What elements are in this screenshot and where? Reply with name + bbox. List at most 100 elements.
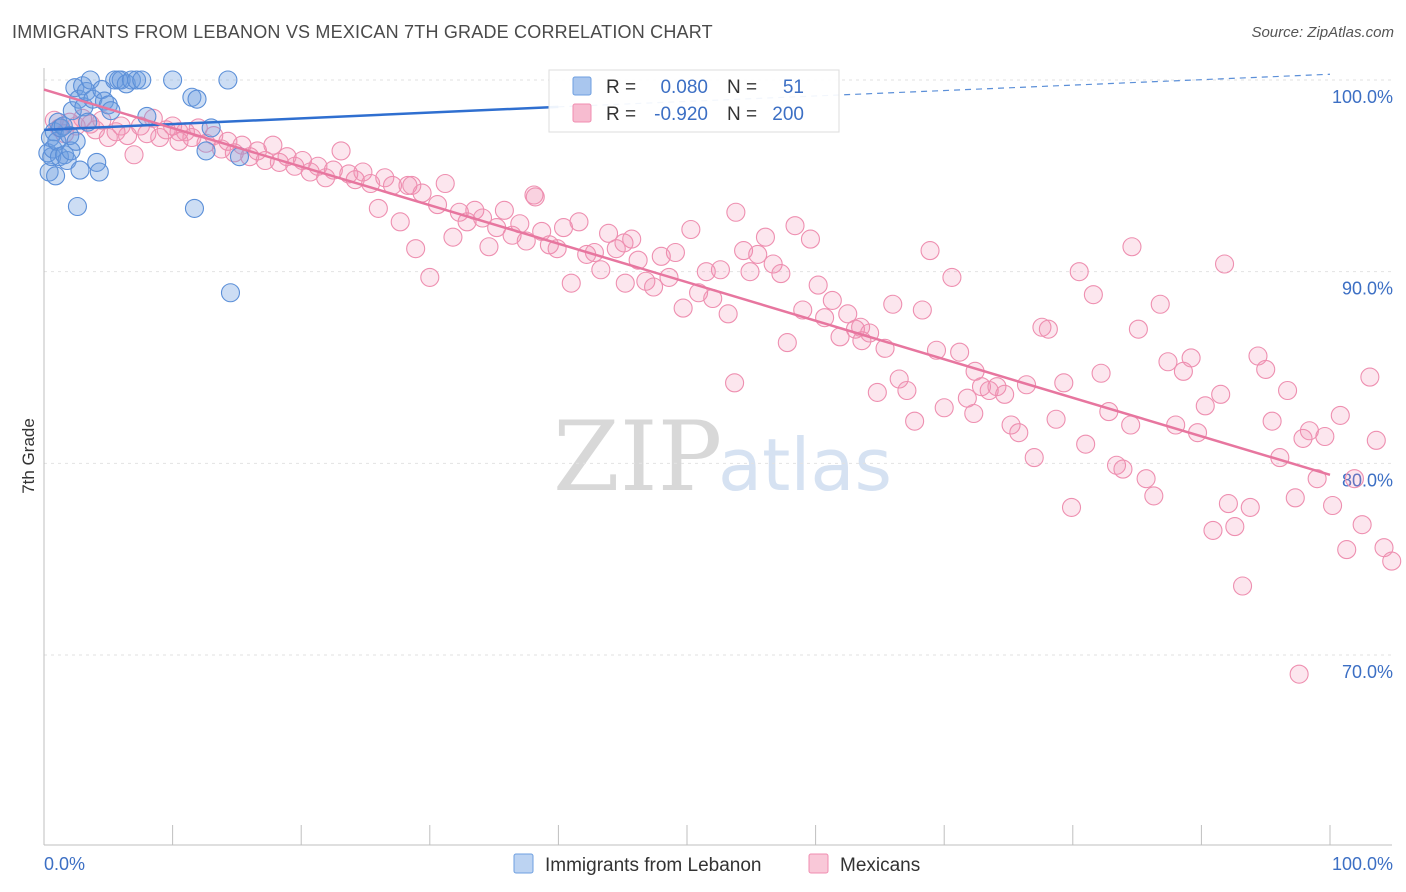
point-mexicans — [1218, 494, 1238, 514]
point-mexicans — [1121, 415, 1141, 435]
source-label: Source: ZipAtlas.com — [1251, 24, 1394, 41]
point-lebanon — [132, 70, 152, 90]
point-lebanon — [218, 70, 238, 90]
point-mexicans — [681, 219, 701, 240]
point-mexicans — [1046, 409, 1066, 429]
point-mexicans — [1323, 495, 1343, 516]
stats-r-value-lebanon: 0.080 — [660, 77, 708, 98]
point-mexicans — [1061, 497, 1082, 517]
point-lebanon — [67, 196, 87, 217]
point-mexicans — [1211, 384, 1231, 404]
x-tick-label-max: 100.0% — [1332, 854, 1393, 874]
point-mexicans — [1289, 664, 1309, 684]
point-mexicans — [1233, 576, 1253, 596]
point-mexicans — [1128, 319, 1148, 339]
series-mexicans — [44, 108, 1402, 684]
point-mexicans — [561, 273, 581, 293]
point-mexicans — [665, 242, 685, 263]
point-mexicans — [934, 398, 954, 418]
point-mexicans — [651, 246, 671, 266]
point-lebanon — [89, 162, 109, 182]
point-mexicans — [1001, 415, 1021, 435]
point-mexicans — [353, 162, 373, 182]
point-mexicans — [897, 380, 917, 401]
x-tick-label-min: 0.0% — [44, 854, 85, 874]
stats-r-label-lebanon: R = — [606, 77, 636, 98]
point-mexicans — [748, 244, 768, 264]
point-mexicans — [494, 200, 514, 220]
legend-label-mexicans: Mexicans — [840, 855, 920, 876]
point-mexicans — [1113, 459, 1133, 479]
point-lebanon — [187, 89, 207, 109]
point-mexicans — [1330, 405, 1350, 425]
point-mexicans — [1122, 237, 1142, 257]
point-mexicans — [800, 229, 821, 249]
stats-box-frame — [548, 69, 840, 133]
stats-r-label-mexicans: R = — [606, 104, 636, 125]
point-lebanon — [53, 116, 73, 136]
point-mexicans — [628, 250, 648, 270]
point-lebanon — [65, 78, 85, 98]
point-mexicans — [1091, 363, 1111, 383]
point-mexicans — [1083, 285, 1103, 305]
axes — [43, 68, 1392, 846]
point-mexicans — [1038, 319, 1058, 339]
point-mexicans — [569, 212, 589, 232]
point-mexicans — [420, 267, 440, 287]
point-mexicans — [599, 223, 619, 243]
y-tick-label-100: 100.0% — [1332, 87, 1393, 107]
chart-title: IMMIGRANTS FROM LEBANON VS MEXICAN 7TH G… — [12, 22, 713, 42]
point-mexicans — [696, 262, 716, 282]
point-mexicans — [920, 241, 940, 261]
point-mexicans — [406, 239, 426, 259]
point-mexicans — [1293, 428, 1313, 448]
y-tick-label-90: 90.0% — [1342, 279, 1393, 299]
point-mexicans — [1382, 551, 1402, 571]
watermark-atlas: atlas — [718, 423, 892, 507]
point-mexicans — [1337, 540, 1357, 560]
point-lebanon — [57, 150, 77, 171]
point-mexicans — [1024, 448, 1044, 468]
point-mexicans — [1054, 373, 1074, 393]
stats-swatch-lebanon — [572, 76, 592, 96]
point-mexicans — [636, 271, 656, 291]
x-ticks — [43, 825, 1331, 845]
point-mexicans — [591, 260, 611, 280]
point-mexicans — [771, 264, 791, 284]
point-mexicans — [1360, 367, 1380, 387]
point-mexicans — [718, 304, 738, 324]
point-mexicans — [1150, 294, 1170, 314]
point-mexicans — [912, 300, 932, 320]
legend-swatch-mexicans — [808, 853, 829, 874]
point-mexicans — [1307, 469, 1327, 489]
point-lebanon — [46, 166, 66, 186]
point-mexicans — [808, 275, 828, 295]
point-mexicans — [1285, 488, 1305, 508]
point-mexicans — [615, 273, 635, 293]
stats-box: R = 0.080 N = 51 R = -0.920 N = 200 — [548, 69, 840, 133]
point-mexicans — [995, 384, 1015, 404]
y-axis-title: 7th Grade — [19, 418, 38, 494]
point-lebanon — [73, 76, 93, 96]
y-tick-labels: 70.0% 80.0% 90.0% 100.0% — [1332, 87, 1393, 682]
legend-label-lebanon: Immigrants from Lebanon — [545, 855, 762, 876]
point-mexicans — [98, 127, 118, 148]
point-mexicans — [1076, 434, 1096, 454]
point-mexicans — [1240, 497, 1260, 517]
point-mexicans — [1315, 426, 1335, 447]
point-lebanon — [61, 141, 81, 161]
legend-swatch-lebanon — [513, 853, 534, 874]
point-mexicans — [710, 260, 730, 280]
point-mexicans — [1069, 262, 1089, 282]
point-mexicans — [734, 241, 754, 261]
y-tick-label-80: 80.0% — [1342, 470, 1393, 490]
point-mexicans — [1256, 359, 1276, 379]
point-mexicans — [402, 175, 422, 195]
point-mexicans — [479, 237, 499, 257]
point-mexicans — [390, 212, 410, 232]
point-lebanon — [70, 160, 90, 180]
point-mexicans — [987, 377, 1007, 397]
point-mexicans — [1344, 469, 1364, 489]
point-mexicans — [942, 267, 962, 287]
